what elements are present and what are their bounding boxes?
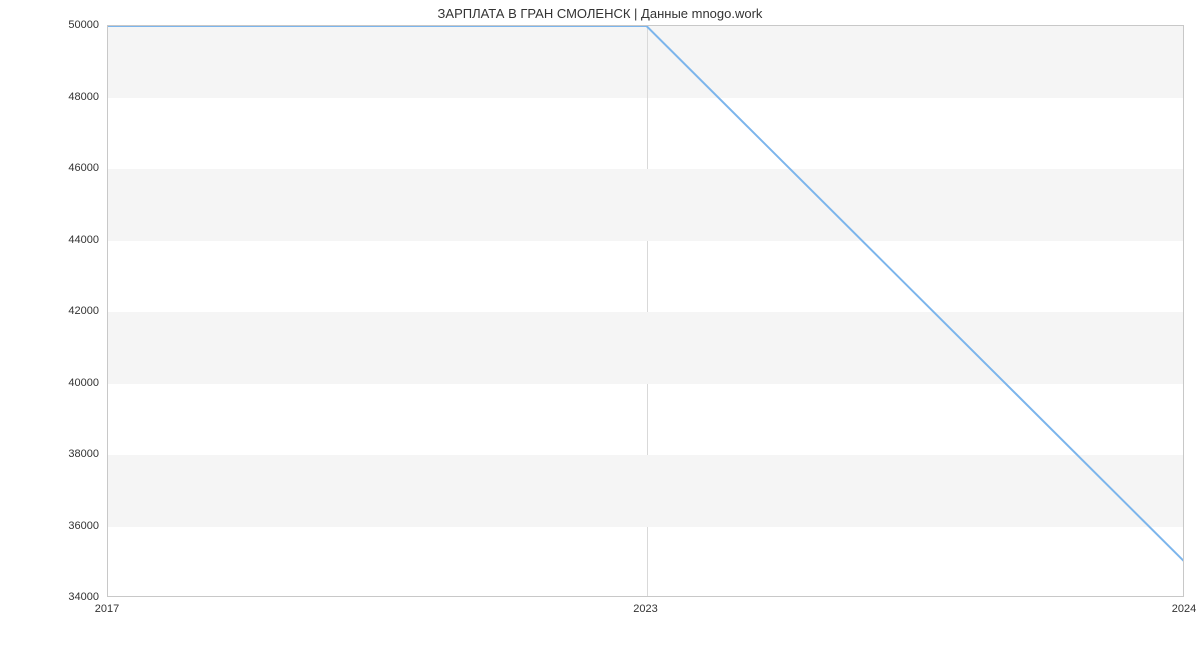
y-tick-label: 50000 — [0, 19, 99, 31]
y-tick-label: 44000 — [0, 234, 99, 246]
salary-chart: ЗАРПЛАТА В ГРАН СМОЛЕНСК | Данные mnogo.… — [0, 0, 1200, 650]
x-tick-label: 2017 — [95, 603, 119, 615]
series-line — [108, 26, 1184, 562]
y-tick-label: 40000 — [0, 377, 99, 389]
y-tick-label: 36000 — [0, 520, 99, 532]
plot-area — [107, 25, 1184, 597]
y-tick-label: 34000 — [0, 591, 99, 603]
line-series — [108, 26, 1184, 597]
y-tick-label: 46000 — [0, 162, 99, 174]
y-tick-label: 38000 — [0, 448, 99, 460]
x-tick-label: 2024 — [1172, 603, 1196, 615]
chart-title: ЗАРПЛАТА В ГРАН СМОЛЕНСК | Данные mnogo.… — [0, 6, 1200, 21]
y-tick-label: 48000 — [0, 91, 99, 103]
x-tick-label: 2023 — [633, 603, 657, 615]
y-tick-label: 42000 — [0, 305, 99, 317]
